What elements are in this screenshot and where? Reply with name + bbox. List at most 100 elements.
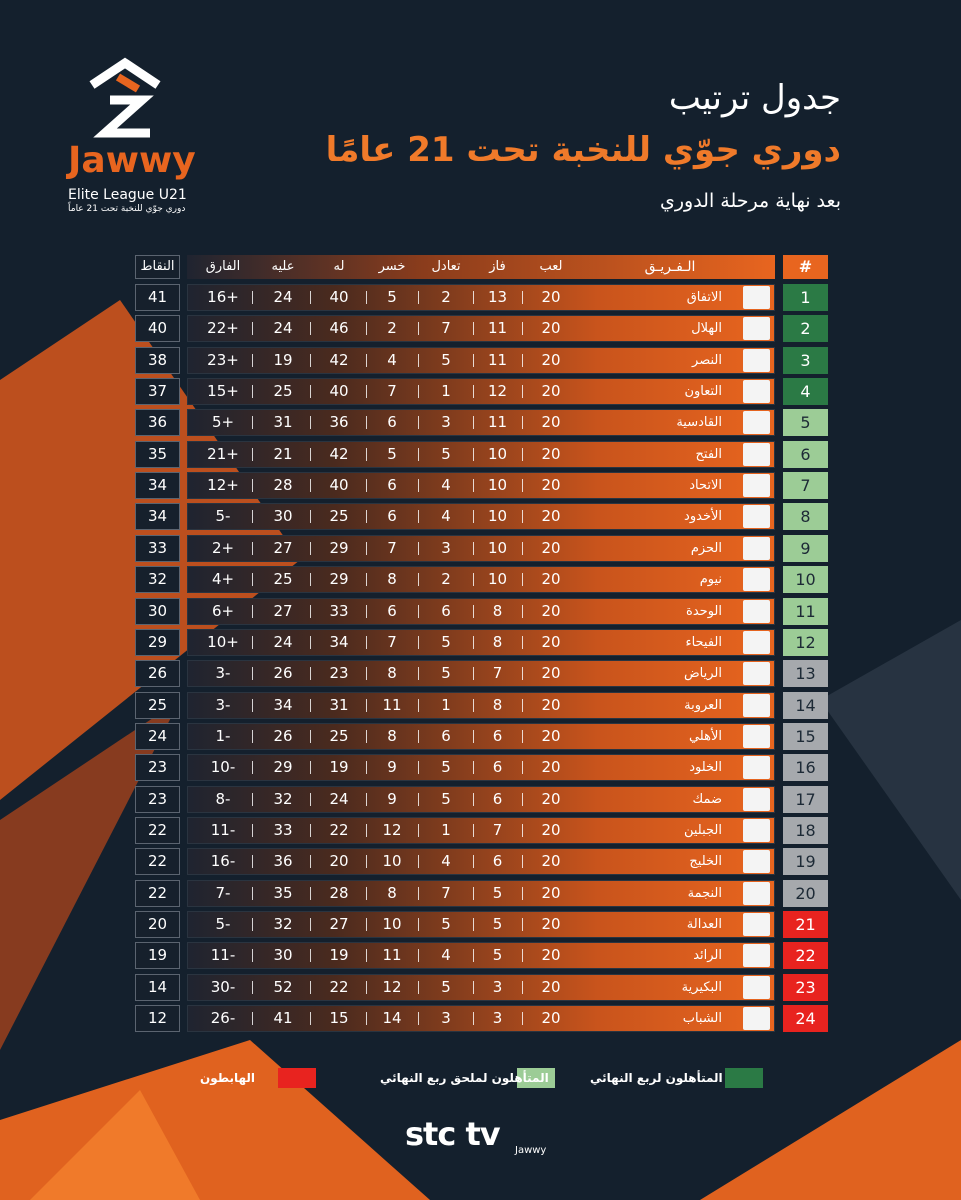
cell-drawn: 1 [441, 695, 451, 714]
team-name: الرائد [693, 948, 722, 964]
cell-against: 25 [273, 382, 293, 401]
separator [522, 573, 523, 587]
points-box [135, 754, 180, 782]
separator [418, 1012, 419, 1026]
cell-drawn: 4 [441, 852, 451, 871]
title: جدول ترتيب [668, 78, 841, 118]
separator [252, 949, 253, 963]
cell-diff: 11- [210, 946, 236, 965]
separator [473, 479, 474, 493]
cell-for: 40 [329, 476, 349, 495]
rank-box [783, 284, 828, 311]
rank: 17 [795, 789, 816, 809]
separator [310, 447, 311, 461]
cell-drawn: 2 [441, 288, 451, 306]
separator [310, 761, 311, 775]
points-box [135, 440, 180, 468]
cell-diff: 21+ [207, 444, 239, 463]
separator [418, 761, 419, 775]
subtitle: دوري جوّي للنخبة تحت 21 عامًا [325, 130, 841, 170]
rank: 3 [800, 350, 811, 370]
team-logo [743, 944, 770, 968]
separator [310, 635, 311, 649]
separator [252, 667, 253, 681]
separator [252, 604, 253, 618]
cell-drawn: 3 [441, 538, 451, 557]
cell-played: 20 [541, 695, 561, 714]
rank-box [783, 660, 828, 688]
team-logo [743, 411, 770, 435]
rank-box [783, 597, 828, 625]
separator [310, 667, 311, 681]
cell-against: 32 [273, 915, 293, 933]
separator [252, 980, 253, 994]
cell-drawn: 1 [441, 820, 451, 839]
rank-box [783, 628, 828, 656]
separator [310, 698, 311, 712]
rank-box [783, 409, 828, 437]
separator [473, 949, 474, 963]
cell-drawn: 1 [441, 382, 451, 401]
brand-logo [89, 57, 161, 138]
separator [310, 980, 311, 994]
cell-for: 40 [329, 288, 349, 306]
cell-won: 7 [492, 820, 503, 839]
cell-won: 10 [487, 507, 508, 526]
separator [366, 416, 367, 430]
cell-against: 26 [273, 726, 293, 745]
rank-box [783, 1005, 828, 1033]
separator [252, 886, 253, 900]
separator [366, 918, 367, 931]
rank: 8 [800, 507, 811, 527]
cell-won: 8 [492, 632, 503, 651]
points-box [135, 785, 180, 813]
cell-points: 37 [147, 382, 168, 401]
cell-played: 20 [541, 664, 561, 683]
cell-diff: 7- [215, 883, 231, 902]
rank-box [783, 440, 828, 468]
separator [473, 510, 474, 524]
separator [252, 447, 253, 461]
separator [522, 886, 523, 900]
cell-diff: 3- [215, 695, 231, 714]
separator [522, 416, 523, 430]
rank-box [783, 722, 828, 750]
separator [310, 918, 311, 931]
separator [252, 353, 253, 367]
separator [418, 416, 419, 430]
row-bg [187, 816, 775, 844]
team-logo [743, 1007, 770, 1031]
cell-diff: 5- [215, 915, 231, 933]
cell-drawn: 5 [441, 444, 451, 463]
separator [310, 604, 311, 618]
separator [252, 761, 253, 775]
team-name: الفتح [695, 446, 722, 462]
separator [418, 729, 419, 743]
rank-header-bg [783, 255, 828, 279]
cell-against: 28 [273, 476, 293, 495]
cell-played: 20 [541, 946, 561, 965]
cell-won: 3 [492, 1009, 503, 1028]
team-logo [743, 442, 770, 466]
row-bg [187, 942, 775, 970]
cell-lost: 12 [382, 977, 402, 996]
team-name: القادسية [676, 415, 722, 431]
cell-points: 22 [147, 852, 168, 871]
cell-played: 20 [541, 507, 561, 526]
row-bg [187, 911, 775, 938]
cell-against: 24 [273, 288, 293, 306]
cell-points: 20 [147, 915, 168, 933]
separator [366, 667, 367, 681]
cell-points: 41 [147, 288, 168, 306]
cell-for: 25 [329, 507, 349, 526]
rank: 18 [795, 820, 816, 840]
team-logo [743, 913, 770, 936]
cell-for: 42 [329, 444, 349, 463]
separator [310, 353, 311, 367]
separator [252, 729, 253, 743]
separator [418, 823, 419, 837]
cell-against: 29 [273, 758, 293, 777]
column-header: الفارق [205, 259, 241, 274]
separator [473, 353, 474, 367]
row-bg [187, 722, 775, 750]
